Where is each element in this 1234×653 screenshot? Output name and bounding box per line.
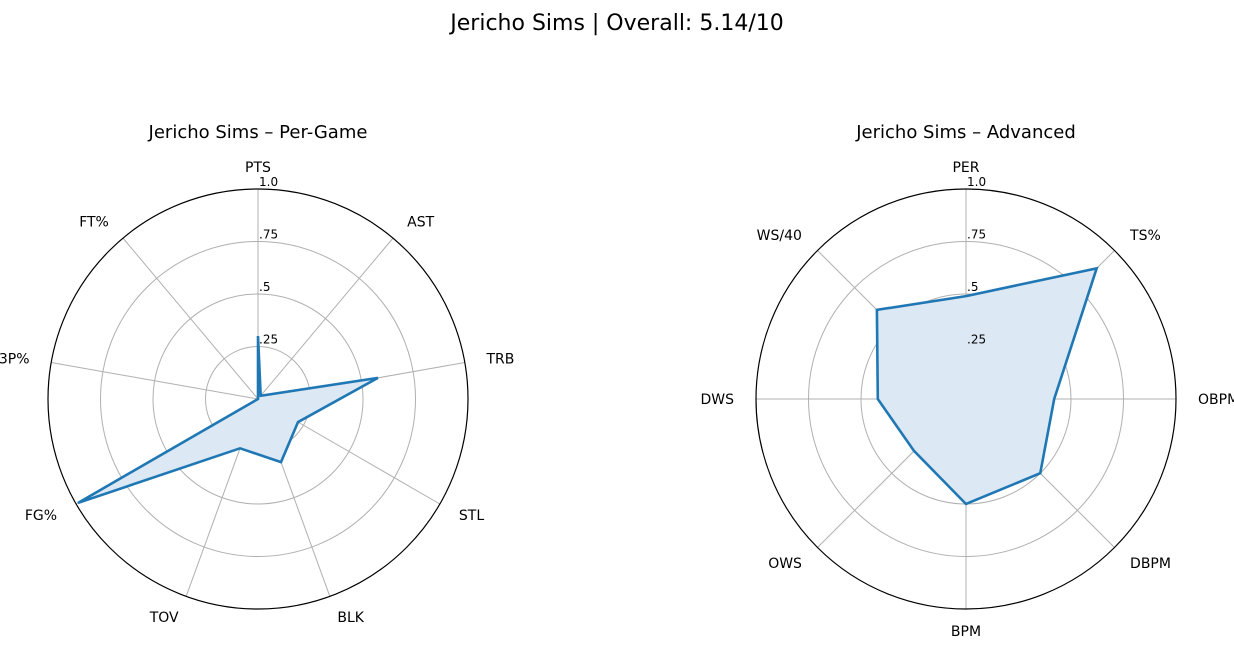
axis-label-dbpm: DBPM: [1130, 556, 1171, 572]
axis-label-bpm: BPM: [951, 624, 981, 640]
rtick-label-1: .5: [967, 280, 978, 294]
chart-title-advanced: Jericho Sims – Advanced: [855, 122, 1076, 143]
axis-label-tov: TOV: [149, 610, 179, 626]
series-fill-per-game: [77, 336, 378, 503]
rtick-label-0: .25: [259, 333, 278, 347]
axis-label-blk: BLK: [337, 610, 364, 626]
axis-label-ft-pct: FT%: [79, 214, 109, 230]
polar-frame-advanced: [755, 188, 1177, 610]
rtick-label-3: 1.0: [967, 175, 986, 189]
rtick-label-0: .25: [967, 333, 986, 347]
axis-label-stl: STL: [459, 508, 484, 524]
axis-label-3p-pct: 3P%: [0, 352, 30, 368]
polar-frame-per-game: [47, 188, 469, 610]
chart-title-per-game: Jericho Sims – Per-Game: [148, 122, 368, 143]
axis-label-fg-pct: FG%: [25, 508, 57, 524]
axis-label-pts: PTS: [245, 160, 271, 176]
axis-label-ows: OWS: [768, 556, 802, 572]
series-line-advanced: [875, 266, 1099, 506]
spoke-ast: [257, 237, 394, 400]
axis-label-per: PER: [952, 160, 979, 176]
rtick-label-2: .75: [967, 228, 986, 242]
series-line-per-game: [77, 335, 379, 505]
rtick-label-1: .5: [259, 280, 270, 294]
axis-label-dws: DWS: [700, 392, 734, 408]
axis-label-ts-pct: TS%: [1129, 228, 1161, 244]
series-fill-advanced: [876, 268, 1097, 504]
axis-label-obpm: OBPM: [1198, 392, 1234, 408]
spoke-3p-pct: [51, 362, 259, 400]
spoke-ft-pct: [122, 237, 259, 400]
axis-label-ast: AST: [407, 214, 434, 230]
axis-label-trb: TRB: [485, 352, 514, 368]
axis-label-ws-40: WS/40: [757, 228, 802, 244]
rtick-label-2: .75: [259, 228, 278, 242]
rtick-label-3: 1.0: [259, 175, 278, 189]
figure-title: Jericho Sims | Overall: 5.14/10: [448, 11, 783, 36]
